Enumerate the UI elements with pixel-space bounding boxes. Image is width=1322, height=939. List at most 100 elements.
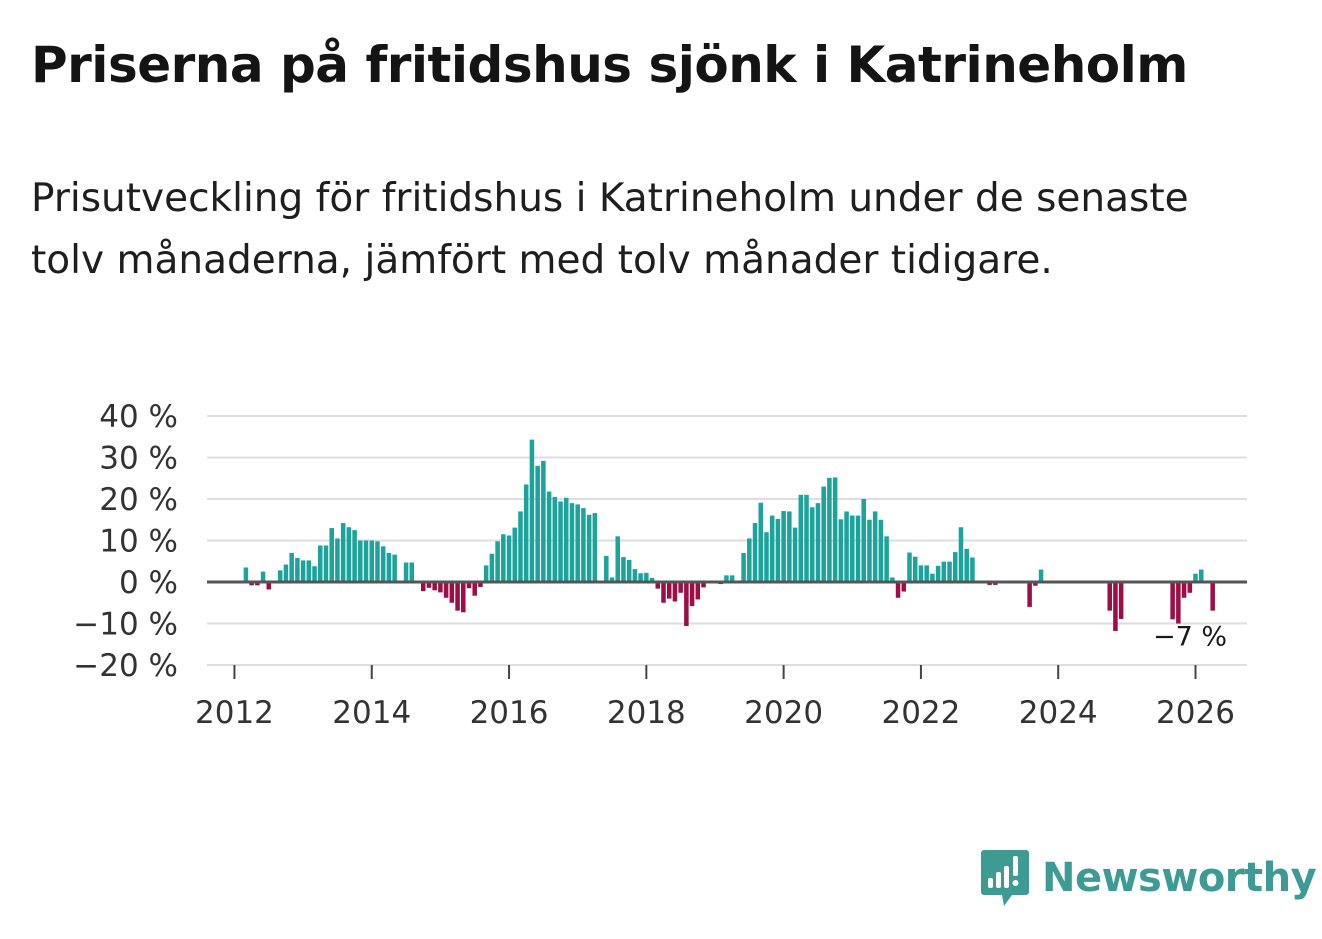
bar	[266, 582, 272, 590]
bar	[850, 515, 855, 582]
bar	[443, 582, 449, 598]
bar	[1038, 569, 1044, 582]
bar	[552, 496, 558, 582]
bar	[930, 573, 935, 582]
x-tick-label: 2016	[470, 695, 549, 731]
bar	[295, 557, 300, 582]
bar	[741, 552, 746, 582]
y-tick-label: 40 %	[99, 399, 178, 435]
bar	[461, 582, 466, 613]
bar	[804, 494, 809, 582]
bar	[724, 575, 729, 582]
x-tick-label: 2012	[195, 695, 274, 731]
bar	[318, 545, 323, 582]
bar	[792, 527, 798, 582]
bar	[661, 582, 666, 603]
bar	[689, 582, 695, 607]
bar	[781, 511, 786, 582]
bar	[432, 582, 437, 591]
bar-chart: 40 %30 %20 %10 %0 %−10 %−20 % 2012 2014 20…	[73, 399, 1247, 731]
bar	[426, 582, 432, 588]
bar	[672, 582, 678, 602]
bar	[878, 519, 884, 582]
gridlines	[207, 415, 1247, 666]
bar	[952, 552, 958, 582]
bar	[277, 570, 283, 582]
bar	[907, 552, 912, 582]
bar	[1107, 582, 1112, 611]
bar	[872, 511, 878, 582]
bar	[838, 519, 844, 582]
bar	[626, 560, 632, 582]
bar	[541, 460, 546, 582]
bar	[420, 582, 426, 592]
bar	[289, 552, 294, 582]
bar	[769, 515, 775, 582]
bar	[884, 536, 889, 582]
bar	[1170, 582, 1175, 620]
bar	[300, 560, 306, 582]
bar	[861, 499, 866, 582]
y-tick-label: 20 %	[99, 482, 178, 518]
bar	[638, 573, 643, 582]
bar	[352, 530, 357, 583]
bar	[895, 582, 901, 598]
bar	[363, 540, 369, 582]
bar	[775, 518, 781, 582]
bar	[472, 582, 477, 596]
bar	[924, 565, 929, 582]
bar	[569, 503, 575, 582]
bar	[809, 507, 815, 582]
bar	[752, 523, 758, 582]
bar	[912, 556, 918, 582]
bar	[575, 504, 580, 582]
bar	[918, 565, 924, 582]
last-value-label: −7 %	[1153, 622, 1227, 653]
y-tick-label: 0 %	[119, 565, 178, 601]
y-tick-label: −20 %	[73, 648, 178, 684]
bar	[563, 497, 569, 582]
bar	[1033, 582, 1038, 586]
bar	[832, 477, 838, 582]
bar	[255, 582, 260, 586]
bar	[1181, 582, 1187, 598]
bar	[604, 555, 609, 582]
y-axis: 40 % 30 % 20 % 10 % 0 % −10 % −20 %	[73, 399, 178, 684]
bar	[403, 562, 409, 582]
bar	[535, 465, 540, 582]
bar	[558, 501, 563, 582]
bar	[827, 477, 832, 582]
bar	[666, 582, 672, 599]
bar	[335, 538, 340, 582]
bar	[1187, 582, 1193, 593]
bar	[867, 519, 872, 582]
bar	[518, 511, 523, 582]
bar	[306, 560, 312, 582]
bar	[323, 545, 329, 582]
bar	[935, 565, 941, 582]
bar	[890, 577, 895, 582]
bar	[621, 557, 626, 582]
bar	[632, 569, 638, 582]
bar	[386, 552, 392, 582]
bar	[466, 582, 472, 589]
bar	[649, 577, 655, 582]
bar	[529, 439, 535, 582]
bar	[501, 534, 506, 582]
bar	[329, 528, 334, 582]
bar	[1027, 582, 1032, 607]
bar	[249, 582, 254, 586]
bar	[758, 502, 764, 582]
bar	[380, 546, 386, 582]
bar	[312, 566, 317, 582]
bar	[495, 541, 500, 582]
bar	[787, 511, 792, 582]
bar	[455, 582, 460, 611]
bar	[821, 486, 826, 582]
bar	[1198, 569, 1204, 582]
bar	[260, 571, 266, 583]
bar	[964, 548, 969, 582]
bars	[243, 439, 1215, 631]
newsworthy-logo-icon	[981, 850, 1029, 906]
bar	[609, 577, 615, 582]
